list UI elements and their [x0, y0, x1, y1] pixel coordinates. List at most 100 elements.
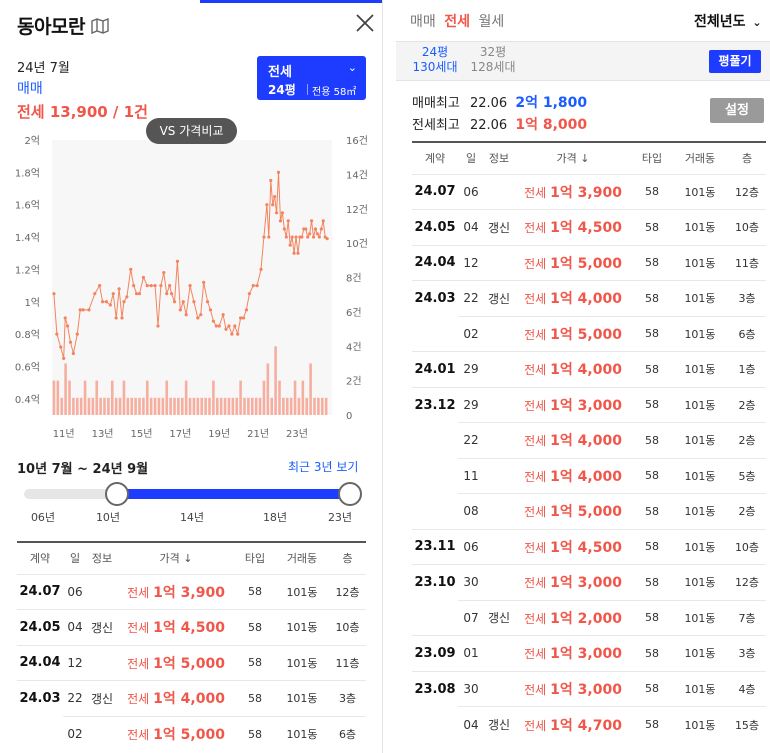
price-point: [304, 227, 308, 231]
count-bar: [173, 397, 176, 415]
table-row[interactable]: 11 전세 1억 4,000 58 101동 5층: [412, 457, 766, 494]
price-point: [81, 308, 85, 312]
table-row[interactable]: 23.09 01 전세 1억 3,000 58 101동 3층: [412, 635, 766, 671]
price-point: [284, 235, 288, 239]
table-row[interactable]: 24.03 22 갱신 전세 1억 4,000 58 101동 3층: [17, 680, 366, 716]
price-point: [196, 316, 200, 320]
price-point: [278, 219, 283, 223]
tab-sale[interactable]: 매매: [410, 14, 436, 30]
y-right-tick: 6건: [346, 307, 362, 319]
price-value: 1억 5,000: [550, 255, 622, 272]
x-tick: 21년: [247, 428, 269, 440]
price-point: [168, 283, 172, 288]
contract-date: 23.12: [412, 386, 458, 423]
recent-3-years-link[interactable]: 최근 3년 보기: [288, 460, 359, 474]
table-row[interactable]: 08 전세 1억 5,000 58 101동 2층: [412, 493, 766, 529]
area-option-24[interactable]: 24평 130세대: [412, 45, 458, 75]
price-cell: 전세 1억 2,000: [514, 599, 632, 636]
price-summary: 전세 13,900 / 1건: [17, 103, 148, 121]
price-point: [205, 300, 210, 304]
price-point: [208, 308, 213, 312]
contract-info: [484, 493, 514, 529]
price-point: [117, 287, 121, 291]
x-tick: 19년: [208, 428, 230, 440]
header: 동아모란: [17, 12, 109, 39]
table-row[interactable]: 02 전세 1억 5,000 58 101동 6층: [412, 315, 766, 352]
price-point: [255, 283, 259, 288]
count-bar: [95, 380, 99, 415]
table-row[interactable]: 22 전세 1억 4,000 58 101동 2층: [412, 422, 766, 458]
contract-info: 갱신: [484, 280, 514, 316]
count-bar: [320, 397, 324, 415]
column-header[interactable]: 가격 ↓: [117, 543, 235, 574]
dong-cell: 101동: [672, 635, 728, 671]
x-tick: 13년: [92, 428, 114, 440]
price-point: [311, 235, 316, 239]
table-row[interactable]: 23.08 30 전세 1억 3,000 58 101동 4층: [412, 670, 766, 707]
tab-jeonse[interactable]: 전세: [444, 14, 470, 30]
table-row[interactable]: 23.11 06 전세 1억 4,500 58 101동 10층: [412, 528, 766, 565]
count-bar: [103, 397, 106, 415]
chevron-down-icon: ⌄: [752, 16, 762, 29]
contract-info: [87, 644, 117, 681]
table-row[interactable]: 24.07 06 전세 1억 3,900 58 101동 12층: [412, 173, 766, 210]
table-row[interactable]: 24.07 06 전세 1억 3,900 58 101동 12층: [17, 573, 366, 610]
column-header[interactable]: 가격 ↓: [514, 143, 632, 174]
table-row[interactable]: 24.04 12 전세 1억 5,000 58 101동 11층: [17, 644, 366, 681]
year-select[interactable]: 전체년도 ⌄: [694, 11, 762, 31]
table-row[interactable]: 24.05 04 갱신 전세 1억 4,500 58 101동 10층: [412, 209, 766, 245]
price-kind: 전세: [127, 728, 150, 742]
type-cell: 58: [632, 280, 672, 316]
left-transaction-table: 계약 일 정보 가격 ↓ 타입 거래동 층 24.07 06 전세 1억 3,900 58 101동 1…: [17, 541, 366, 752]
price-point: [325, 237, 329, 241]
tab-monthly[interactable]: 월세: [478, 14, 505, 30]
pyeong-expand-button[interactable]: 평풀기: [709, 50, 761, 73]
price-point: [313, 227, 318, 231]
price-point: [122, 300, 126, 304]
table-row[interactable]: 23.12 29 전세 1억 3,000 58 101동 2층: [412, 386, 766, 423]
contract-day: 11: [458, 457, 484, 494]
price-point: [132, 283, 136, 288]
price-point: [244, 308, 249, 312]
price-point: [52, 292, 56, 296]
dong-cell: 101동: [672, 706, 728, 742]
price-point: [273, 195, 277, 199]
contract-date: 23.11: [412, 528, 458, 565]
x-tick: 11년: [53, 428, 75, 440]
slider-end-knob[interactable]: [338, 482, 362, 506]
map-icon[interactable]: [91, 17, 109, 34]
area-option-32[interactable]: 32평 128세대: [468, 45, 518, 75]
count-bar: [219, 397, 223, 415]
table-row[interactable]: 04 갱신 전세 1억 4,700 58 101동 15층: [412, 706, 766, 742]
price-value: 1억 5,000: [153, 655, 225, 672]
floor-cell: 12층: [728, 564, 766, 600]
table-row[interactable]: 07 갱신 전세 1억 2,000 58 101동 7층: [412, 599, 766, 636]
table-row[interactable]: 24.03 22 갱신 전세 1억 4,000 58 101동 3층: [412, 280, 766, 316]
area-type-selector[interactable]: 전세 ⌄ 24평 전용 58㎡: [257, 56, 366, 100]
table-header-row: 계약 일 정보 가격 ↓ 타입 거래동 층: [17, 543, 366, 574]
settings-button[interactable]: 설정: [710, 98, 764, 123]
table-row[interactable]: 24.05 04 갱신 전세 1억 4,500 58 101동 10층: [17, 609, 366, 645]
vs-compare-button[interactable]: VS 가격비교: [146, 118, 237, 144]
period-slider[interactable]: [0, 480, 382, 510]
price-kind: 전세: [524, 256, 547, 271]
price-point: [149, 283, 153, 288]
count-bar: [305, 397, 309, 415]
count-bar: [118, 397, 122, 415]
table-row[interactable]: 02 전세 1억 5,000 58 101동 6층: [17, 715, 366, 752]
plot-area: [52, 140, 332, 415]
price-value: 1억 4,000: [550, 291, 622, 308]
count-bar: [313, 397, 316, 415]
top-accent-bar: [200, 0, 382, 3]
count-bar: [250, 397, 254, 415]
price-kind: 전세: [524, 292, 547, 307]
slider-tick: 06년: [30, 511, 56, 524]
table-row[interactable]: 24.04 12 전세 1억 5,000 58 101동 11층: [412, 244, 766, 281]
price-point: [68, 340, 73, 344]
count-bar: [107, 397, 110, 415]
price-point: [145, 283, 149, 288]
slider-start-knob[interactable]: [105, 482, 129, 506]
close-icon[interactable]: [354, 12, 376, 34]
table-row[interactable]: 24.01 29 전세 1억 4,000 58 101동 1층: [412, 351, 766, 387]
table-row[interactable]: 23.10 30 전세 1억 3,000 58 101동 12층: [412, 564, 766, 600]
